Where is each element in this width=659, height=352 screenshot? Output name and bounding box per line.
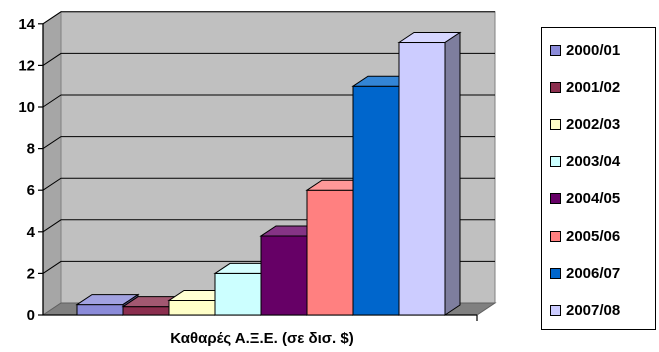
legend-label: 2007/08 xyxy=(566,301,621,319)
bar-2007-08 xyxy=(397,31,462,316)
bar-front-face xyxy=(398,42,446,316)
legend-swatch xyxy=(550,81,561,93)
legend-item: 2006/07 xyxy=(550,263,620,283)
legend-item: 2005/06 xyxy=(550,226,620,246)
legend-swatch xyxy=(550,193,561,205)
legend-label: 2004/05 xyxy=(566,190,621,208)
gridline xyxy=(42,177,495,191)
bar-front-face xyxy=(352,85,400,316)
legend: 2000/01 2001/02 2002/03 2003/04 2004/05 2005/… xyxy=(541,27,656,330)
legend-item: 2004/05 xyxy=(550,189,620,209)
y-tick-label: 6 xyxy=(27,182,35,199)
y-tick-label: 14 xyxy=(18,16,35,33)
y-tick-label: 12 xyxy=(18,57,35,74)
y-tick-label: 4 xyxy=(27,224,36,241)
x-axis-title: Καθαρές Α.Ξ.Ε. (σε δισ. $) xyxy=(170,330,353,347)
legend-item: 2002/03 xyxy=(550,114,620,134)
legend-swatch xyxy=(550,267,561,279)
legend-item: 2003/04 xyxy=(550,152,620,172)
bar-front-face xyxy=(260,235,308,316)
legend-label: 2005/06 xyxy=(566,227,621,245)
bar-front-face xyxy=(122,306,170,316)
legend-swatch xyxy=(550,230,561,242)
legend-item: 2001/02 xyxy=(550,77,620,97)
legend-item: 2000/01 xyxy=(550,40,620,60)
legend-swatch xyxy=(550,118,561,130)
legend-label: 2006/07 xyxy=(566,264,621,282)
bars xyxy=(75,31,462,316)
y-tick-label: 10 xyxy=(18,99,35,116)
gridline xyxy=(42,94,495,108)
legend-label: 2002/03 xyxy=(566,115,621,133)
gridline xyxy=(42,136,495,150)
y-tick-label: 2 xyxy=(27,265,35,282)
bar-front-face xyxy=(306,189,354,316)
legend-item: 2007/08 xyxy=(550,300,620,320)
bar-front-face xyxy=(76,304,124,316)
legend-swatch xyxy=(550,304,561,316)
y-tick-label: 0 xyxy=(27,307,35,324)
gridline xyxy=(42,11,495,25)
plot-side-wall xyxy=(42,10,62,316)
legend-label: 2003/04 xyxy=(566,153,621,171)
y-tick-label: 8 xyxy=(27,141,35,158)
bar-front-face xyxy=(168,299,216,316)
legend-label: 2000/01 xyxy=(566,41,621,59)
legend-swatch xyxy=(550,156,561,168)
legend-swatch xyxy=(550,44,561,56)
bar-front-face xyxy=(214,272,262,316)
gridline xyxy=(42,52,495,66)
bar-side-face xyxy=(444,31,461,316)
legend-label: 2001/02 xyxy=(566,78,621,96)
